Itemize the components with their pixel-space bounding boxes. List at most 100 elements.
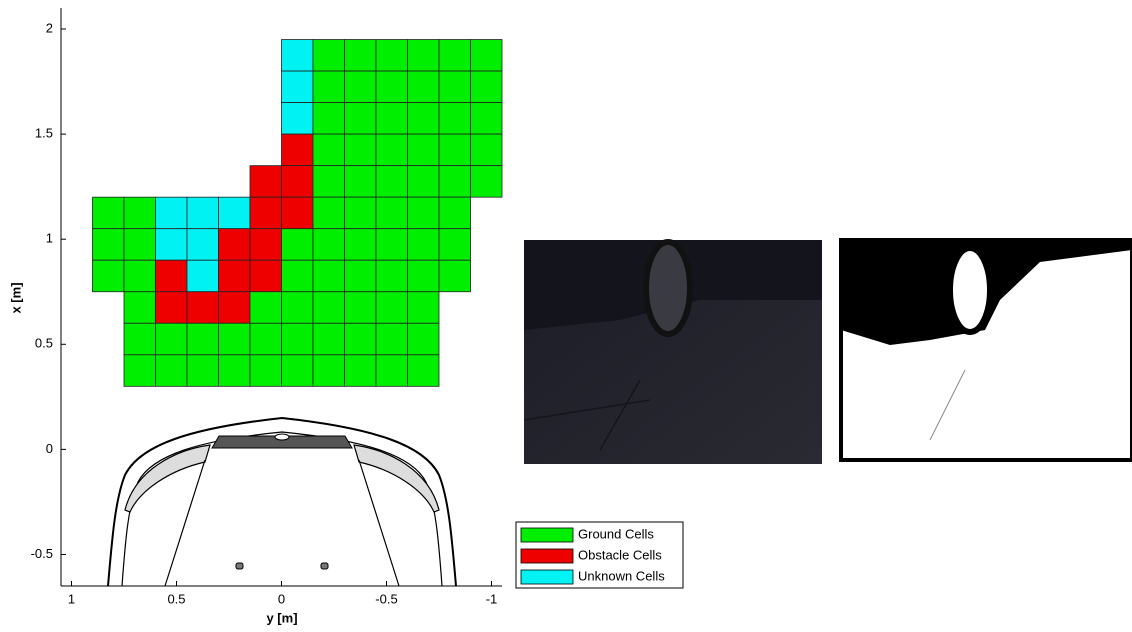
grid-cell [282,260,314,292]
legend-label: Obstacle Cells [578,547,662,562]
grid-cell [313,355,345,387]
grid-cell [471,166,503,198]
y-tick-label: 2 [46,20,53,35]
grid-cell [408,103,440,135]
grid-cell [93,197,125,229]
grid-cell [313,40,345,72]
grid-cell [408,134,440,166]
car-sensor [321,563,328,569]
grid-cell [376,40,408,72]
grid-cell [282,134,314,166]
grid-cell [313,197,345,229]
grid-cell [282,229,314,261]
grid-cell [219,323,251,355]
grid-cell [219,260,251,292]
cell-layer [93,40,503,387]
grid-cell [313,229,345,261]
grid-cell [313,292,345,324]
grid-cell [219,355,251,387]
grid-cell [376,134,408,166]
grid-cell [219,229,251,261]
grid-cell [250,292,282,324]
grid-cell [282,40,314,72]
grid-cell [471,103,503,135]
x-tick-label: 1 [68,591,75,606]
car-hood-inner [122,432,442,586]
grid-cell [345,197,377,229]
grid-cell [282,323,314,355]
grid-cell [124,229,156,261]
grid-cell [376,355,408,387]
x-tick-label: -0.5 [375,591,397,606]
grid-cell [408,71,440,103]
grid-cell [124,355,156,387]
legend-label: Ground Cells [578,526,654,541]
car-drawing [108,418,456,586]
grid-cell [187,323,219,355]
grid-cell [376,323,408,355]
grid-cell [376,197,408,229]
grid-cell [250,229,282,261]
grid-cell [156,260,188,292]
grid-cell [471,134,503,166]
grid-cell [345,260,377,292]
grid-cell [439,71,471,103]
grid-cell [313,71,345,103]
grid-cell [376,71,408,103]
grid-cell [313,134,345,166]
grid-cell [282,166,314,198]
grid-cell [282,71,314,103]
y-tick-label: 0 [46,441,53,456]
grid-cell [250,197,282,229]
legend: Ground Cells Obstacle Cells Unknown Cells [521,526,665,584]
car-light-left [125,445,210,512]
x-tick-label: -1 [486,591,498,606]
grid-cell [345,40,377,72]
grid-cell [219,197,251,229]
grid-cell [439,134,471,166]
grid-cell [187,229,219,261]
x-tick-label: 0.5 [167,591,185,606]
grid-cell [156,197,188,229]
grid-cell [345,355,377,387]
grid-cell [408,197,440,229]
grid-cell [345,134,377,166]
legend-swatch [521,549,573,563]
grid-cell [471,40,503,72]
grid-cell [439,197,471,229]
camera-tire [646,242,690,334]
figure: 10.50-0.5-1-0.500.511.52 y [m] x [m] Gro… [0,0,1132,632]
grid-cell [219,292,251,324]
grid-cell [156,229,188,261]
grid-cell [93,260,125,292]
legend-swatch [521,528,573,542]
grid-cell [376,103,408,135]
x-tick-label: 0 [278,591,285,606]
grid-cell [282,292,314,324]
grid-cell [187,292,219,324]
grid-cell [124,323,156,355]
grid-cell [408,323,440,355]
grid-cell [187,260,219,292]
grid-cell [156,292,188,324]
grid-cell [124,197,156,229]
grid-cell [282,355,314,387]
grid-cell [313,166,345,198]
grid-cell [471,71,503,103]
legend-swatch [521,570,573,584]
x-axis-label: y [m] [266,610,297,625]
y-tick-label: 1.5 [35,126,53,141]
grid-cell [376,166,408,198]
grid-cell [282,197,314,229]
legend-label: Unknown Cells [578,568,665,583]
grid-cell [282,103,314,135]
grid-cell [250,323,282,355]
grid-cell [376,292,408,324]
grid-cell [345,71,377,103]
grid-cell [156,355,188,387]
grid-cell [345,103,377,135]
grid-cell [124,260,156,292]
y-tick-label: -0.5 [31,546,53,561]
grid-cell [408,260,440,292]
grid-cell [439,260,471,292]
